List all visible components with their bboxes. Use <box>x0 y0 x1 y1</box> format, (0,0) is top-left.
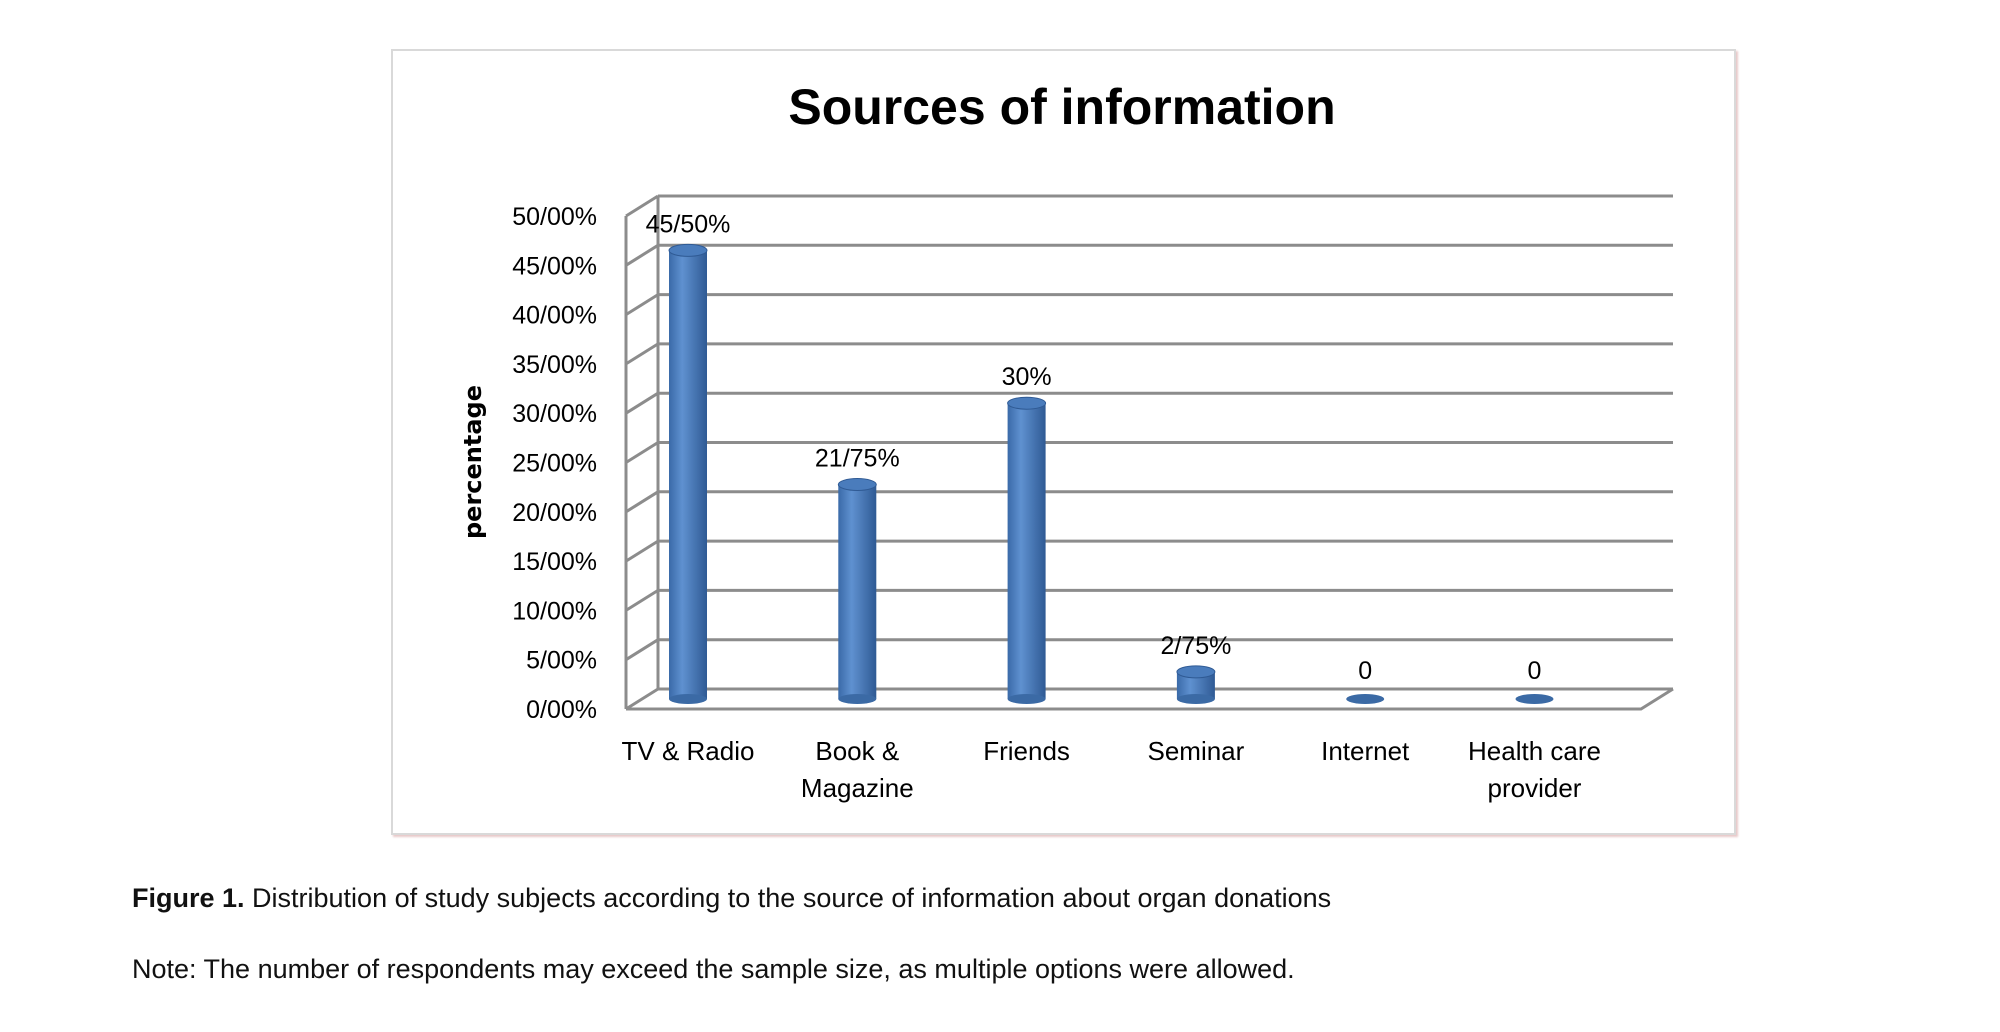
bar-top <box>668 243 708 257</box>
gridline-side <box>625 441 659 464</box>
bar-top <box>1176 665 1216 679</box>
bar <box>1515 694 1554 704</box>
gridline-side <box>625 490 659 514</box>
bar <box>838 484 877 699</box>
y-tick-label: 40/00% <box>512 302 597 330</box>
x-tick-label: Friends <box>983 736 1070 766</box>
bar <box>669 250 707 699</box>
x-tick-label: Internet <box>1321 736 1410 766</box>
bar-base <box>838 694 877 704</box>
data-label: 45/50% <box>646 210 731 238</box>
x-tick-label: Book & <box>815 736 899 766</box>
y-tick-label: 45/00% <box>512 252 597 280</box>
y-axis-title: percentage <box>459 385 487 539</box>
gridline-side <box>625 539 659 563</box>
y-tick-label: 15/00% <box>512 548 597 576</box>
bar-base <box>669 694 707 704</box>
bar <box>1007 403 1046 699</box>
x-tick-label: Seminar <box>1147 736 1244 766</box>
figure-caption: Figure 1. Distribution of study subjects… <box>132 883 1331 914</box>
floor-edge <box>626 687 1674 711</box>
x-tick-label: TV & Radio <box>622 736 755 766</box>
bar-top <box>1007 396 1047 410</box>
y-tick-label: 30/00% <box>512 400 597 428</box>
gridline-side <box>625 293 659 316</box>
y-tick-label: 0/00% <box>526 696 597 724</box>
bar-chart: Sources of information 0/00% 5/00% 10/00% 1… <box>459 79 1674 803</box>
figure-text: Distribution of study subjects according… <box>244 883 1332 913</box>
figure-label: Figure 1. <box>132 883 245 913</box>
y-tick-label: 50/00% <box>512 203 597 231</box>
y-tick-label: 10/00% <box>512 597 597 625</box>
y-tick-label: 20/00% <box>512 499 597 527</box>
data-label: 21/75% <box>815 445 900 473</box>
bar <box>1346 694 1385 704</box>
gridline-side <box>625 391 659 415</box>
x-tick-label: Health care <box>1468 736 1601 766</box>
gridline-side <box>625 638 659 661</box>
gridline-side <box>625 687 659 711</box>
y-tick-label: 35/00% <box>512 351 597 379</box>
bar-top <box>837 478 877 492</box>
gridline-side <box>625 589 659 612</box>
x-tick-label: provider <box>1488 773 1582 803</box>
figure-note: Note: The number of respondents may exce… <box>132 954 1295 984</box>
data-label: 0 <box>1528 657 1542 685</box>
gridline-side <box>625 194 659 218</box>
gridline-side <box>625 342 659 366</box>
chart-frame <box>391 49 1736 835</box>
bar-base <box>1007 694 1046 704</box>
data-label: 0 <box>1358 657 1372 685</box>
gridline-side <box>625 244 659 267</box>
data-label: 30% <box>1002 363 1052 391</box>
chart-title: Sources of information <box>788 79 1335 135</box>
x-tick-label: Magazine <box>801 773 914 803</box>
bar-base <box>1176 694 1215 704</box>
y-tick-label: 25/00% <box>512 450 597 478</box>
data-label: 2/75% <box>1160 632 1231 660</box>
y-tick-label: 5/00% <box>526 647 597 675</box>
